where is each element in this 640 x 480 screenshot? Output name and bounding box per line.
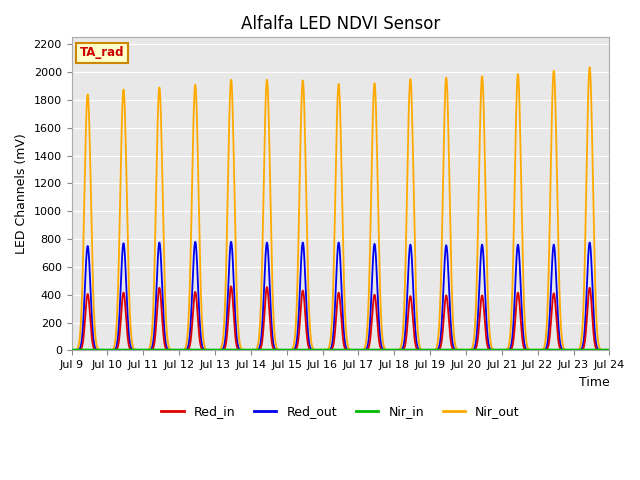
Red_in [227, 284, 235, 289]
Nir_out [68, 348, 76, 353]
Nir_out [273, 346, 281, 351]
Nir_out [586, 64, 593, 70]
Nir_in [390, 347, 398, 353]
Red_in [510, 334, 518, 339]
Line: Red_out: Red_out [72, 242, 609, 350]
Nir_in [417, 347, 425, 353]
Red_out [469, 347, 477, 353]
Red_out [165, 348, 173, 353]
Y-axis label: LED Channels (mV): LED Channels (mV) [15, 133, 28, 254]
Nir_out [390, 348, 398, 353]
Red_out [390, 348, 398, 353]
Nir_out [417, 347, 425, 352]
Nir_in [68, 347, 76, 353]
Red_out [68, 348, 76, 353]
Nir_in [510, 347, 518, 353]
Red_in [273, 348, 281, 353]
Nir_in [165, 347, 173, 353]
Nir_out [605, 348, 613, 353]
Red_out [605, 348, 613, 353]
Red_in [417, 348, 425, 353]
Legend: Red_in, Red_out, Nir_in, Nir_out: Red_in, Red_out, Nir_in, Nir_out [156, 400, 525, 423]
Red_in [390, 348, 398, 353]
Red_in [469, 348, 477, 353]
Red_in [68, 348, 76, 353]
Nir_in [273, 347, 281, 353]
Red_out [273, 348, 281, 353]
Line: Nir_out: Nir_out [72, 67, 609, 350]
Line: Red_in: Red_in [72, 287, 609, 350]
Red_out [227, 239, 235, 245]
Red_out [510, 313, 518, 319]
X-axis label: Time: Time [579, 376, 609, 389]
Nir_out [469, 343, 477, 349]
Red_in [605, 348, 613, 353]
Text: TA_rad: TA_rad [79, 46, 124, 59]
Red_out [417, 348, 425, 353]
Red_in [165, 348, 173, 353]
Nir_in [469, 347, 477, 353]
Nir_in [605, 347, 613, 353]
Title: Alfalfa LED NDVI Sensor: Alfalfa LED NDVI Sensor [241, 15, 440, 33]
Nir_out [510, 230, 518, 236]
Nir_out [165, 345, 173, 351]
